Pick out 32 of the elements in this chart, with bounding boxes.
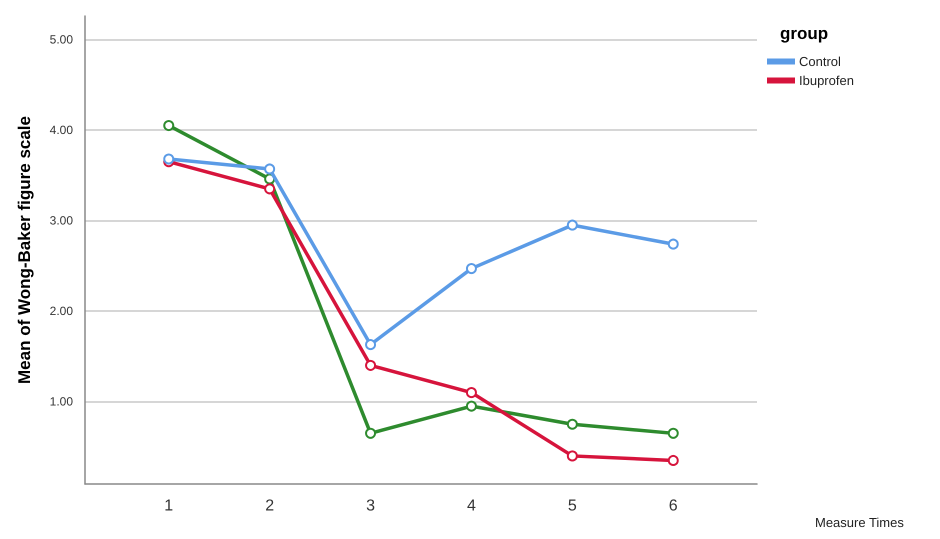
legend-label: Control: [799, 54, 842, 69]
point: [466, 400, 477, 412]
x-tick-label: 5: [568, 498, 577, 514]
y-tick-label: 5.00: [50, 32, 74, 47]
point: [163, 154, 174, 165]
y-axis-title: Mean of Wong-Baker figure scale: [15, 116, 34, 384]
x-tick-label: 1: [164, 498, 174, 514]
point: [264, 163, 276, 174]
point: [668, 238, 679, 250]
legend-title: group: [780, 24, 828, 43]
point: [668, 454, 679, 466]
y-tick-label: 3.00: [50, 214, 74, 228]
point: [163, 120, 174, 132]
point: [264, 183, 276, 194]
point: [365, 339, 376, 350]
x-tick-label: 6: [668, 498, 678, 514]
point: [566, 418, 578, 430]
point: [466, 387, 477, 398]
point: [566, 450, 578, 462]
y-tick-label: 4.00: [50, 123, 74, 138]
point: [365, 428, 376, 439]
point: [668, 428, 679, 439]
y-tick-label: 1.00: [50, 394, 74, 409]
point: [466, 263, 477, 274]
x-axis-title: Measure Times: [815, 515, 904, 530]
x-tick-label: 2: [265, 498, 274, 514]
point: [365, 360, 376, 371]
x-tick-label: 4: [466, 498, 476, 514]
point: [566, 220, 578, 231]
y-tick-label: 2.00: [50, 304, 74, 318]
legend-label: Ibuprofen: [799, 73, 854, 88]
x-tick-label: 3: [366, 498, 376, 514]
